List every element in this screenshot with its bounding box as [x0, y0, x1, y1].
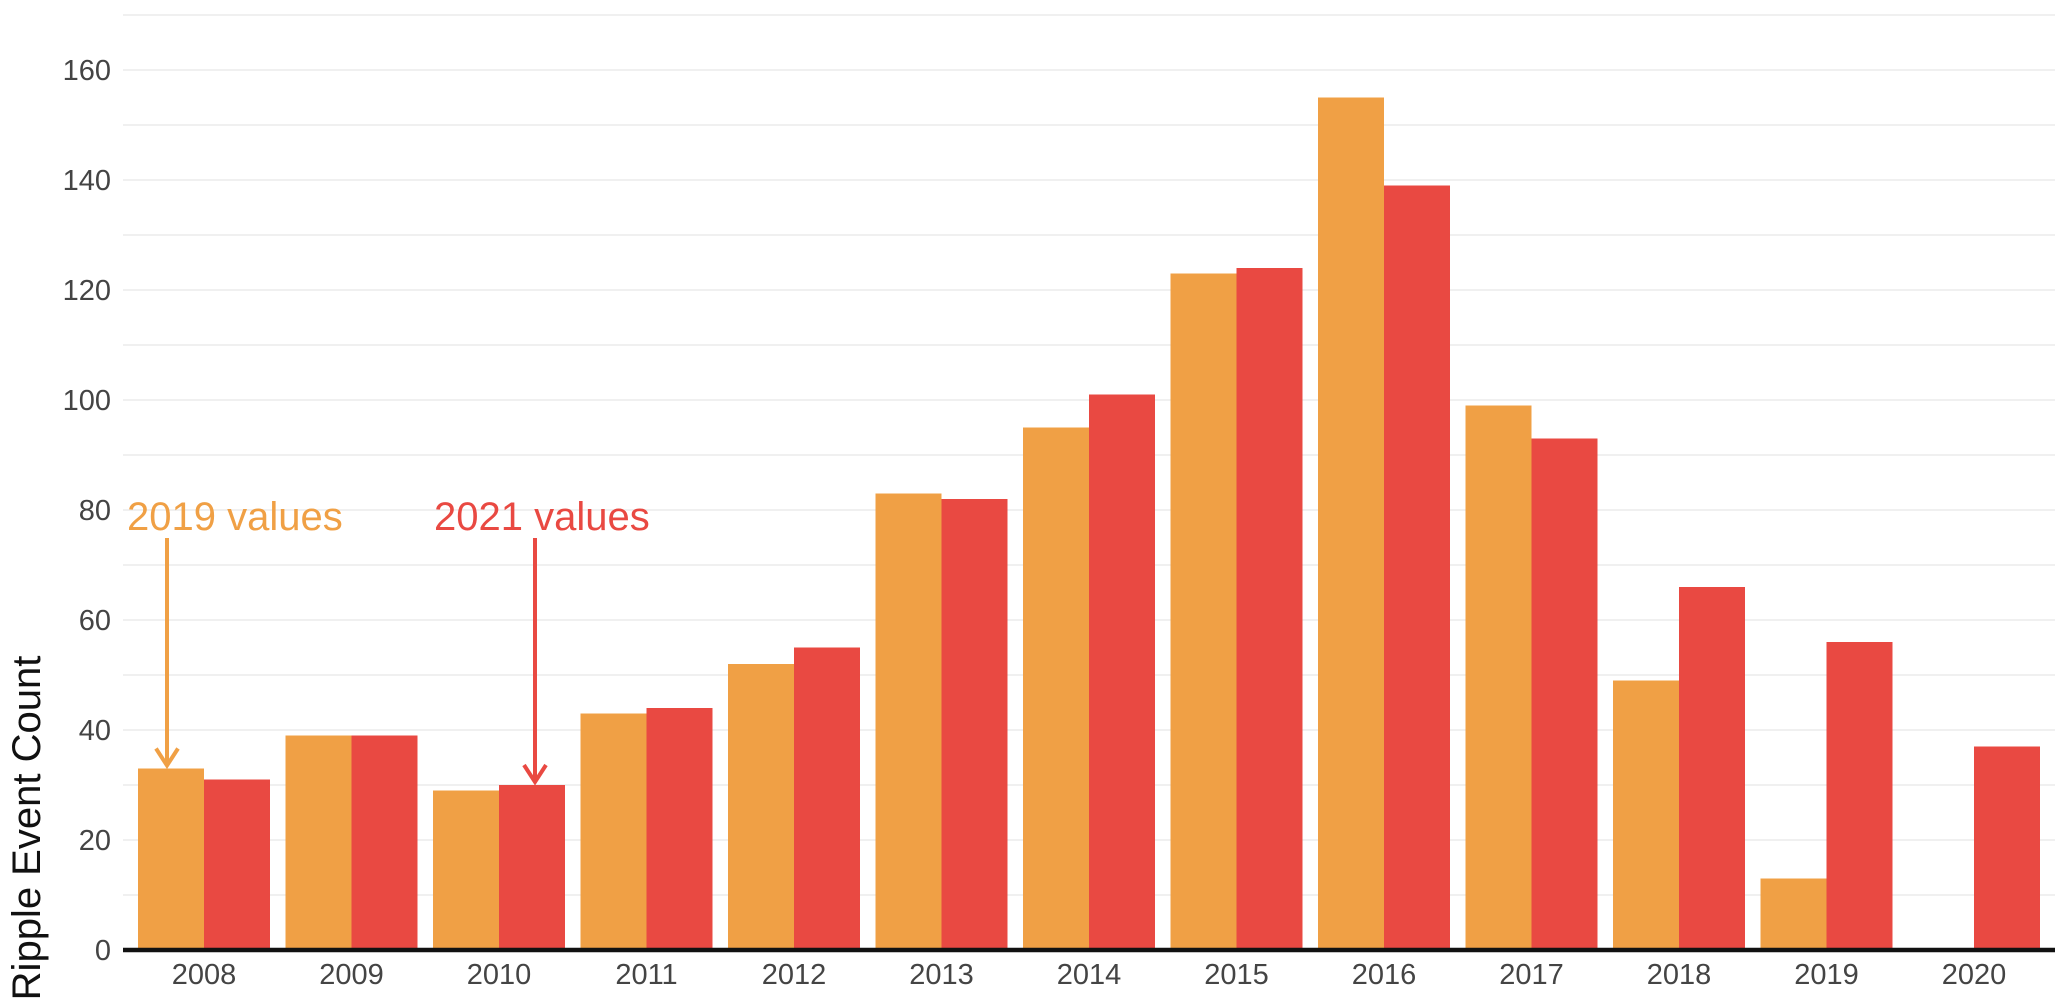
bar-2019-2012 [728, 664, 794, 950]
y-tick-label: 80 [79, 495, 111, 527]
bar-2021-2018 [1679, 587, 1745, 950]
x-tick-label-2017: 2017 [1499, 959, 1564, 991]
x-tick-label-2009: 2009 [319, 959, 384, 991]
y-tick-label: 60 [79, 605, 111, 637]
bar-2019-2009 [285, 735, 352, 950]
bar-2019-2016 [1318, 97, 1384, 950]
x-tick-label-2018: 2018 [1647, 959, 1712, 991]
annotation-2021-arrowhead [522, 763, 548, 786]
y-tick-label: 20 [79, 825, 111, 857]
annotation-2019-arrowhead [154, 747, 180, 770]
bar-2019-2019 [1760, 878, 1827, 950]
x-tick-label-2008: 2008 [172, 959, 237, 991]
y-tick-label: 120 [63, 275, 111, 307]
x-tick-label-2011: 2011 [615, 959, 677, 991]
x-tick-label-2016: 2016 [1352, 959, 1417, 991]
bar-2019-2015 [1170, 273, 1237, 950]
bar-2019-2008 [138, 768, 204, 950]
x-tick-label-2020: 2020 [1942, 959, 2007, 991]
y-tick-label: 160 [63, 55, 111, 87]
bar-2021-2019 [1826, 642, 1893, 950]
bar-2021-2016 [1384, 185, 1450, 950]
bar-2021-2014 [1089, 394, 1155, 950]
bar-2021-2011 [646, 708, 713, 950]
bars [138, 97, 2040, 950]
annotations: 2019 values 2021 values [127, 495, 650, 786]
annotation-2021-label: 2021 values [434, 495, 650, 539]
bar-2021-2013 [941, 499, 1008, 950]
bar-2021-2009 [351, 735, 418, 950]
bar-2019-2018 [1613, 680, 1679, 950]
x-tick-label-2013: 2013 [909, 959, 974, 991]
x-tick-label-2015: 2015 [1204, 959, 1269, 991]
annotation-2019-label: 2019 values [127, 495, 343, 539]
bar-2019-2013 [875, 493, 942, 950]
y-tick-label: 0 [95, 935, 111, 967]
bar-2019-2014 [1023, 427, 1089, 950]
bar-2021-2015 [1236, 268, 1303, 950]
x-tick-label-2014: 2014 [1057, 959, 1122, 991]
y-tick-label: 40 [79, 715, 111, 747]
y-tick-label: 100 [63, 385, 111, 417]
bar-2021-2010 [499, 785, 565, 950]
bar-2021-2008 [204, 779, 270, 950]
bar-2019-2010 [433, 790, 499, 950]
bar-2021-2012 [794, 647, 860, 950]
axes: 0 20 40 60 80 100 120 140 160 2008 2009 2010 2011 201… [63, 55, 2055, 991]
x-tick-label-2010: 2010 [467, 959, 532, 991]
y-tick-label: 140 [63, 165, 111, 197]
bar-2021-2020 [1974, 746, 2040, 950]
bar-2021-2017 [1531, 438, 1598, 950]
bar-2019-2011 [580, 713, 647, 950]
bar-2019-2017 [1465, 405, 1532, 950]
x-tick-label-2019: 2019 [1794, 959, 1859, 991]
x-tick-label-2012: 2012 [762, 959, 827, 991]
y-axis-title: Ripple Event Count [5, 656, 49, 1001]
